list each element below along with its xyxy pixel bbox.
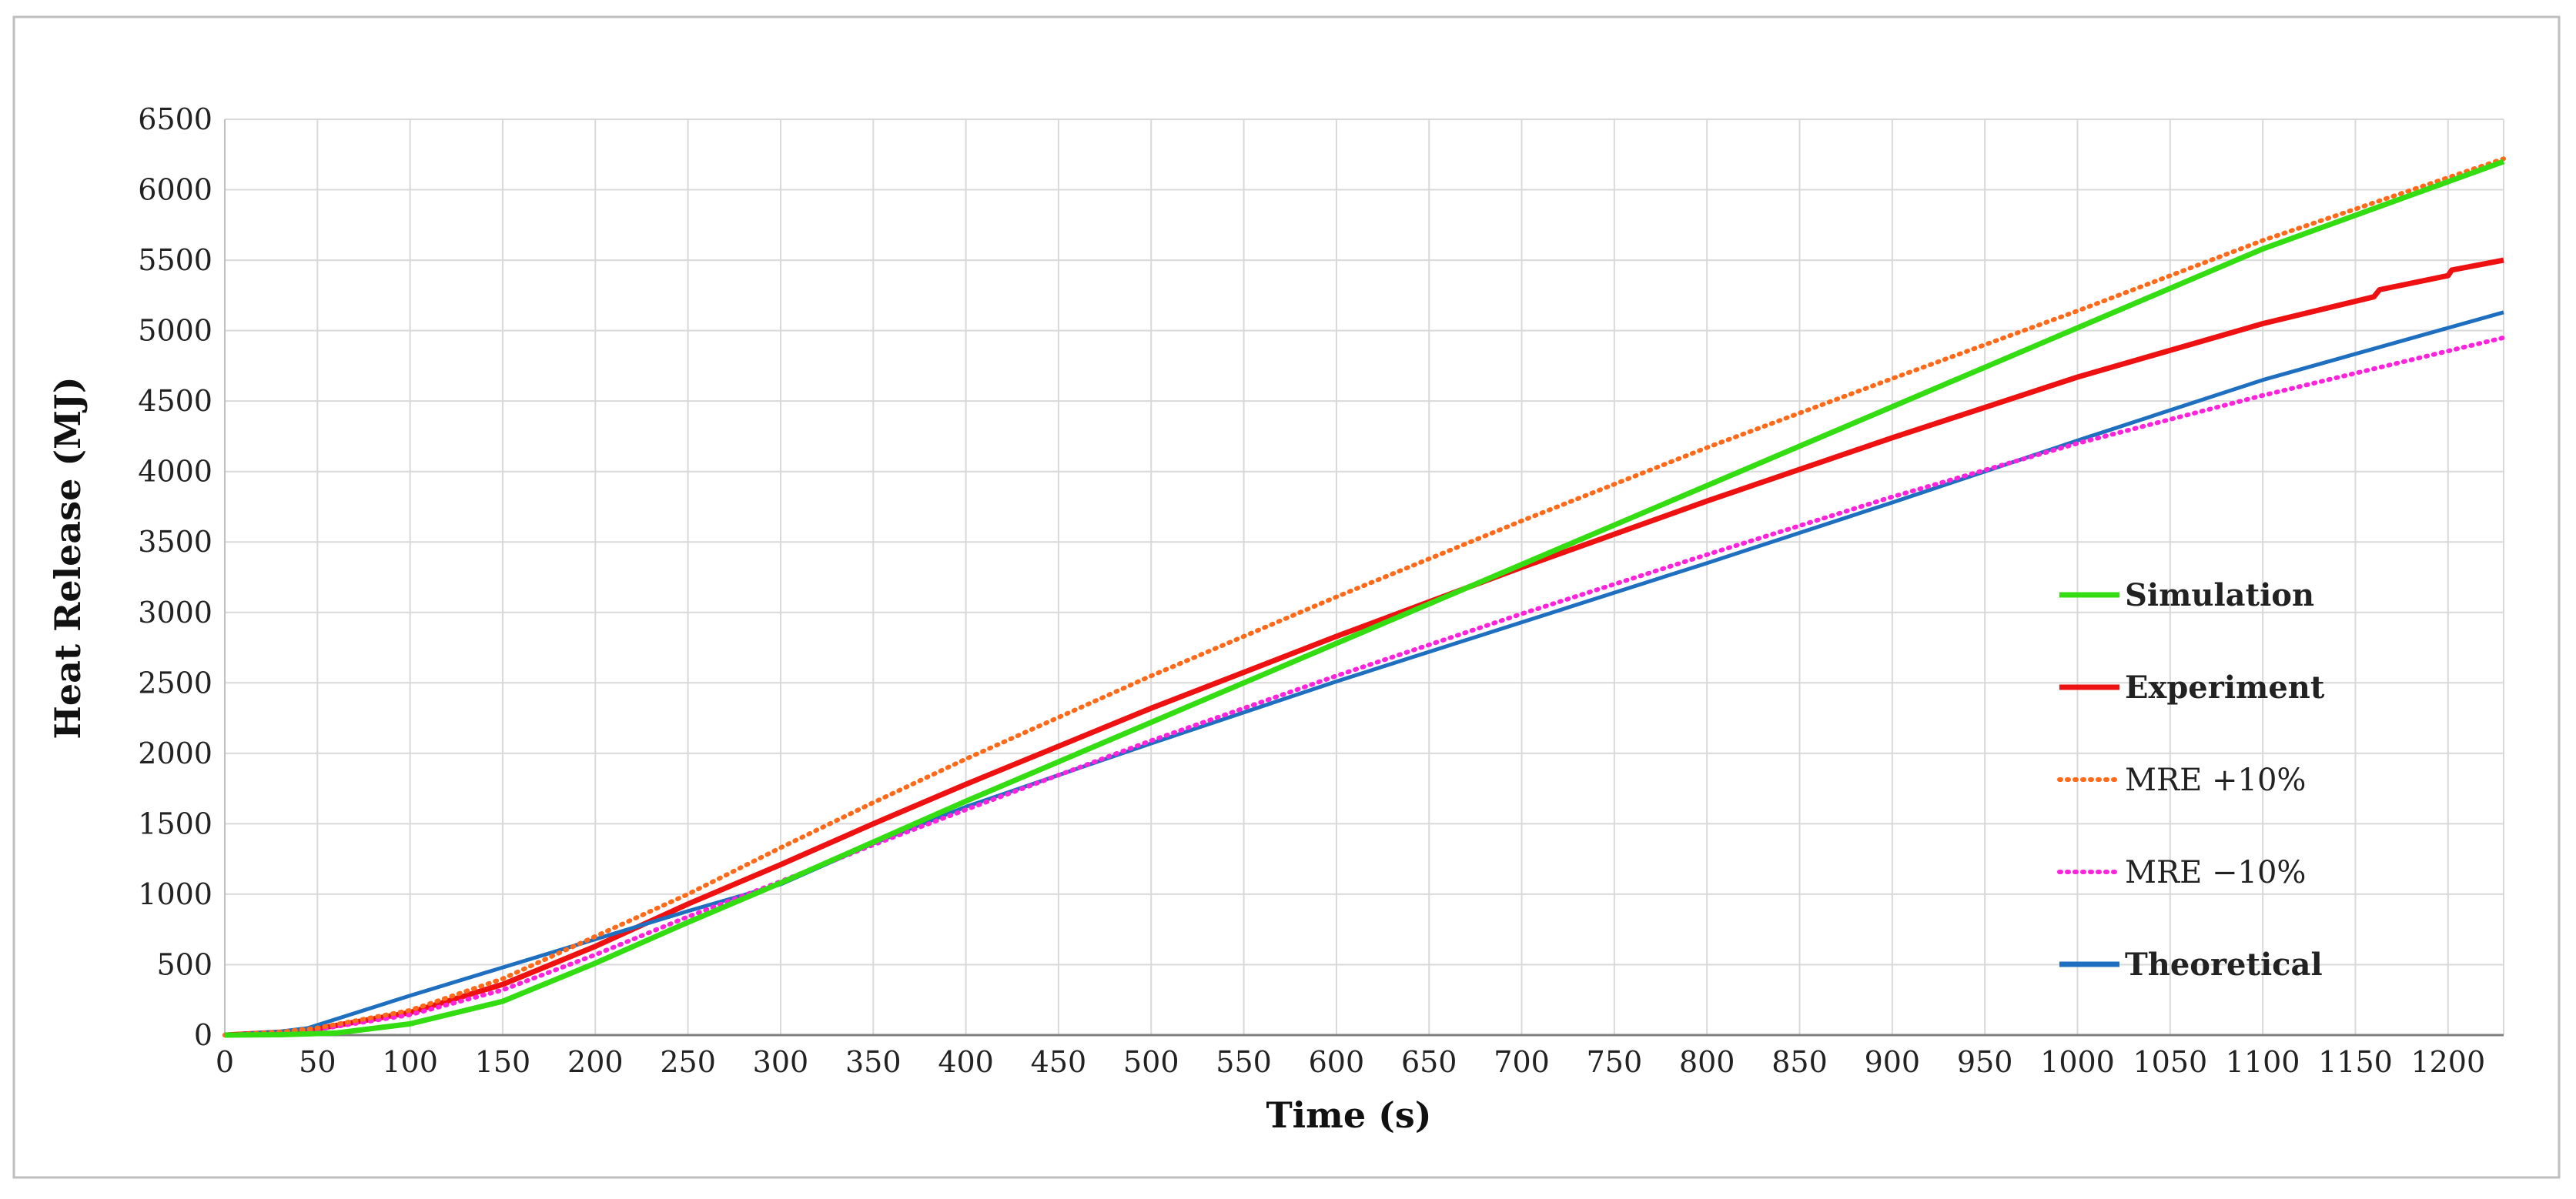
y-tick-label: 3000 [138,596,212,630]
y-tick-label: 2500 [138,666,212,700]
series-line-mre-10 [222,156,2506,1037]
y-tick-label: 0 [194,1018,212,1052]
x-tick-label: 550 [1216,1045,1272,1079]
x-tick-label: 500 [1123,1045,1179,1079]
x-tick-label: 850 [1771,1045,1828,1079]
x-tick-label: 200 [567,1045,624,1079]
legend-label: MRE −10% [2125,855,2306,890]
legend-label: MRE +10% [2125,763,2306,798]
y-tick-label: 1500 [138,807,212,840]
y-tick-label: 1000 [138,877,212,911]
y-tick-label: 4500 [138,384,212,418]
x-tick-label: 650 [1401,1045,1457,1079]
y-tick-label: 5500 [138,243,212,277]
x-tick-label: 1150 [2318,1045,2393,1079]
y-tick-label: 4000 [138,455,212,489]
y-tick-label: 3500 [138,525,212,559]
x-tick-label: 1000 [2040,1045,2115,1079]
x-tick-label: 750 [1587,1045,1643,1079]
y-tick-label: 5000 [138,314,212,348]
legend-label: Experiment [2125,670,2325,706]
x-tick-label: 700 [1494,1045,1550,1079]
x-tick-label: 0 [216,1045,234,1079]
chart-frame [12,15,2561,1179]
x-axis-title: Time (s) [1266,1094,1431,1136]
x-tick-label: 150 [475,1045,531,1079]
series-layer [222,156,2506,1038]
x-tick-label: 950 [1957,1045,2013,1079]
y-axis-title: Heat Release (MJ) [47,376,89,739]
x-tick-label: 300 [753,1045,809,1079]
legend: Simulation Experiment MRE +10% MRE −10% Theo… [2057,577,2325,983]
x-tick-label: 600 [1309,1045,1365,1079]
x-tick-label: 900 [1865,1045,1921,1079]
y-tick-label: 6500 [138,102,212,136]
axis-layer [224,119,2504,1037]
y-tick-label: 6000 [138,173,212,207]
x-tick-label: 450 [1031,1045,1087,1079]
y-tick-label: 2000 [138,736,212,770]
x-tick-label: 350 [845,1045,902,1079]
legend-label: Theoretical [2125,947,2323,983]
y-tick-label: 500 [156,947,212,981]
x-tick-label: 800 [1679,1045,1735,1079]
x-tick-label: 100 [382,1045,438,1079]
series-line-simulation [224,159,2505,1038]
x-tick-label: 400 [938,1045,994,1079]
tick-label-layer: 0500100015002000250030003500400045005000… [138,102,2485,1079]
x-tick-label: 250 [660,1045,716,1079]
x-tick-label: 1050 [2133,1045,2207,1079]
x-tick-label: 50 [299,1045,336,1079]
series-line-mre-10 [222,335,2506,1037]
x-tick-label: 1200 [2410,1045,2485,1079]
legend-label: Simulation [2125,577,2314,613]
x-tick-label: 1100 [2226,1045,2300,1079]
series-line-experiment [224,257,2504,1038]
